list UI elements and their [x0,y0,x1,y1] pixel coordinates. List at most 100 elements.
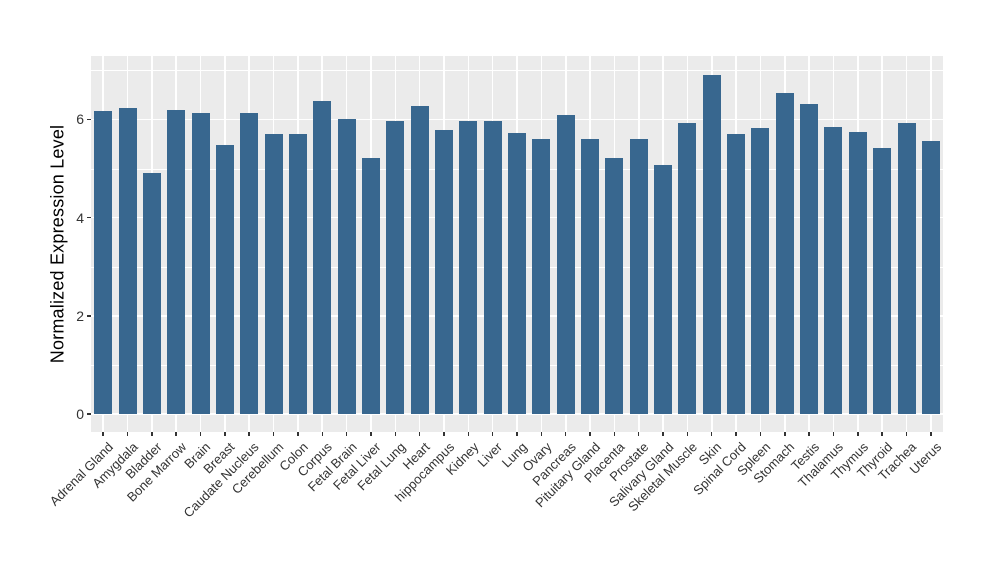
x-tick-mark [881,432,883,436]
bar-adrenal-gland [94,111,113,414]
bar-brain [191,112,210,414]
y-tick-mark-2 [86,315,91,317]
x-tick-mark [345,432,348,436]
x-tick-mark [930,432,932,436]
bar-cerebellum [264,134,283,414]
x-tick-mark [102,432,104,436]
x-tick-mark [759,432,762,436]
x-tick-mark [589,432,591,436]
bar-kidney [459,121,478,414]
y-tick-mark-0 [86,413,91,415]
bar-ovary [532,138,551,414]
x-tick-mark [224,432,226,436]
x-tick-mark [248,432,250,436]
bar-pituitary-gland [581,139,600,414]
slot-ovary [529,56,553,432]
slot-skin [700,56,724,432]
slot-uterus [919,56,943,432]
bar-spinal-cord [727,133,746,414]
slot-kidney [456,56,480,432]
slot-fetal-brain [334,56,358,432]
slot-fetal-liver [359,56,383,432]
bar-corpus [313,100,332,414]
slot-trachea [894,56,918,432]
bar-uterus [921,140,940,414]
slot-pancreas [554,56,578,432]
bar-placenta [605,158,624,414]
bars-container [91,56,943,432]
x-tick-mark [151,432,153,436]
slot-liver [481,56,505,432]
slot-bladder [140,56,164,432]
bar-hippocampus [434,129,453,414]
x-tick-mark [516,432,518,436]
slot-caudate-nucleus [237,56,261,432]
x-tick-mark [613,432,616,436]
x-tick-mark [808,432,810,436]
bar-thymus [848,132,867,414]
x-tick-mark [443,432,445,436]
x-tick-mark [564,432,567,436]
bar-heart [410,105,429,414]
bar-fetal-lung [386,121,405,414]
bar-breast [215,145,234,414]
bar-amygdala [118,108,137,414]
y-tick-mark-4 [86,216,91,219]
x-tick-mark [321,432,323,436]
bar-fetal-brain [337,118,356,414]
bar-colon [288,134,307,414]
slot-spleen [748,56,772,432]
bar-fetal-liver [361,157,380,414]
slot-thymus [846,56,870,432]
slot-corpus [310,56,334,432]
slot-stomach [773,56,797,432]
x-tick-mark [857,432,859,436]
x-tick-mark [394,432,397,436]
bar-bladder [142,173,161,414]
slot-brain [188,56,212,432]
slot-heart [407,56,431,432]
slot-adrenal-gland [91,56,115,432]
slot-pituitary-gland [578,56,602,432]
slot-colon [286,56,310,432]
x-tick-mark [175,432,177,436]
slot-prostate [627,56,651,432]
bar-lung [508,133,526,414]
bar-skin [702,75,721,414]
x-tick-mark [491,432,494,436]
x-tick-mark [637,432,640,436]
y-tick-label-0: 0 [76,406,84,422]
slot-amygdala [115,56,139,432]
slot-testis [797,56,821,432]
bar-caudate-nucleus [240,112,259,414]
x-tick-mark [126,432,129,436]
bar-thalamus [824,126,843,414]
slot-cerebellum [261,56,285,432]
slot-salivary-gland [651,56,675,432]
x-tick-mark [297,432,299,436]
x-tick-mark [832,432,835,436]
slot-breast [213,56,237,432]
bar-salivary-gland [654,164,673,414]
slot-fetal-lung [383,56,407,432]
x-tick-mark [370,432,372,436]
x-tick-mark [905,432,908,436]
x-tick-mark [662,432,664,436]
x-tick-mark [686,432,689,436]
slot-lung [505,56,529,432]
bar-trachea [897,123,916,414]
bar-spleen [751,128,770,414]
x-tick-mark [735,432,737,436]
x-tick-mark [540,432,543,436]
bar-skeletal-muscle [678,123,697,414]
bar-stomach [775,92,794,414]
y-tick-mark-6 [86,118,91,121]
y-tick-label-4: 4 [76,209,84,226]
slot-hippocampus [432,56,456,432]
bar-pancreas [556,114,575,414]
slot-spinal-cord [724,56,748,432]
bar-testis [800,103,819,414]
plot-panel [91,56,943,432]
x-tick-mark [418,432,421,436]
